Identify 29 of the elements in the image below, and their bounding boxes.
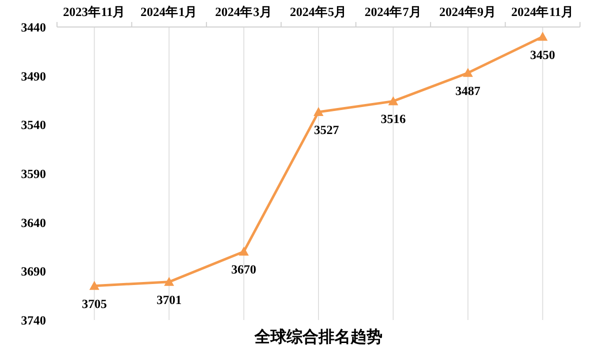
data-label: 3487 bbox=[455, 84, 480, 98]
data-label: 3516 bbox=[380, 112, 406, 126]
data-label: 3527 bbox=[314, 122, 339, 137]
x-tick-label: 2024年1月 bbox=[140, 5, 198, 19]
point bbox=[538, 32, 548, 41]
text: 全球综合排名趋势 bbox=[254, 328, 382, 346]
data-label: 3450 bbox=[530, 48, 556, 62]
data-label: 3705 bbox=[82, 296, 107, 311]
y-tick-label: 3640 bbox=[21, 216, 46, 230]
y-tick-label: 3440 bbox=[21, 20, 46, 34]
x-tick-label: 2024年5月 bbox=[290, 5, 348, 19]
point bbox=[238, 246, 249, 256]
x-tick-label: 2024年3月 bbox=[215, 5, 272, 19]
point bbox=[89, 280, 100, 290]
y-tick-label: 3490 bbox=[21, 69, 46, 84]
x-tick-label: 2024年7月 bbox=[364, 5, 422, 19]
point bbox=[388, 96, 398, 106]
y-tick-label: 3540 bbox=[21, 118, 46, 132]
x-tick-label: 2024年11月 bbox=[511, 5, 574, 19]
point bbox=[314, 106, 324, 116]
y-tick-label: 3690 bbox=[21, 264, 46, 279]
point bbox=[164, 276, 174, 286]
point bbox=[462, 68, 473, 77]
x-tick-label: 2024年9月 bbox=[439, 5, 497, 19]
data-label: 3701 bbox=[156, 292, 182, 307]
y-tick-label: 3590 bbox=[21, 167, 46, 181]
x-tick-label: 2023年11月 bbox=[62, 5, 126, 19]
data-label: 3670 bbox=[231, 262, 256, 277]
y-tick-label: 3740 bbox=[21, 314, 46, 328]
